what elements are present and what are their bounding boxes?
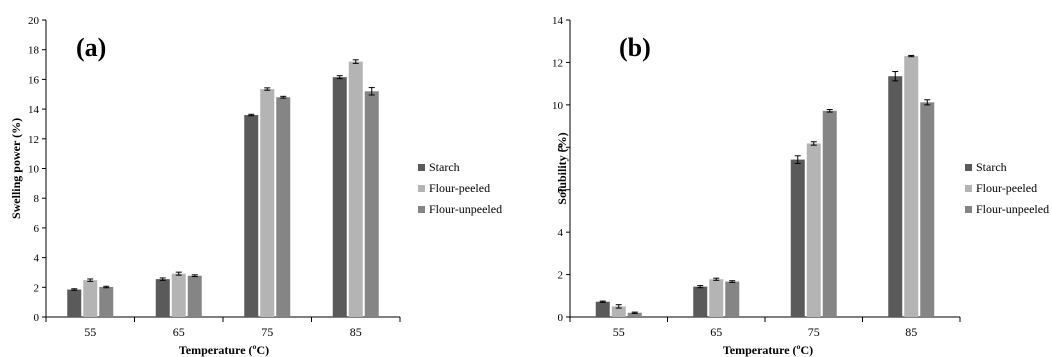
- legend-swatch: [965, 185, 972, 192]
- bar-flour-unpeeled: [627, 312, 642, 317]
- y-tick-label: 6: [558, 185, 564, 197]
- bar-flour-unpeeled: [99, 287, 114, 317]
- legend-label: Flour-unpeeled: [976, 202, 1049, 216]
- bar-flour-unpeeled: [187, 275, 202, 317]
- bar-flour-unpeeled: [920, 102, 935, 317]
- y-axis-title: Solubility (%): [555, 132, 569, 204]
- x-tick-label: 75: [261, 325, 273, 339]
- y-tick-label: 0: [558, 312, 564, 324]
- legend-label: Flour-peeled: [429, 181, 490, 195]
- bar-flour-peeled: [83, 280, 98, 317]
- legend-label: Flour-unpeeled: [429, 202, 502, 216]
- bar-starch: [332, 77, 347, 317]
- bar-starch: [155, 279, 170, 317]
- x-tick-label: 55: [84, 325, 96, 339]
- y-axis-title: Swelling power (%): [9, 118, 23, 219]
- y-tick-label: 14: [28, 104, 40, 116]
- legend-swatch: [418, 164, 425, 171]
- x-axis-title: Temperature (ºC): [723, 343, 813, 357]
- bar-flour-peeled: [709, 279, 724, 317]
- x-axis-title: Temperature (ºC): [179, 343, 269, 357]
- y-tick-label: 2: [558, 270, 564, 282]
- y-tick-label: 2: [34, 282, 40, 294]
- y-tick-label: 4: [558, 227, 564, 239]
- bar-flour-unpeeled: [822, 110, 837, 317]
- bar-flour-peeled: [348, 61, 363, 317]
- y-tick-label: 16: [28, 74, 40, 86]
- y-tick-label: 0: [34, 312, 40, 324]
- y-tick-label: 18: [28, 45, 40, 57]
- bar-flour-peeled: [904, 56, 919, 318]
- bar-starch: [67, 289, 82, 317]
- legend-swatch: [965, 164, 972, 171]
- chart-panel-2: 0 2 4 6 8 10 12 14 55 65 75 85 (b) Solubility (%) Temp…: [552, 15, 1049, 357]
- bar-flour-unpeeled: [364, 91, 379, 317]
- bar-starch: [888, 76, 903, 317]
- bar-flour-unpeeled: [276, 97, 291, 317]
- y-tick-label: 4: [34, 253, 40, 265]
- y-tick-label: 12: [28, 134, 39, 146]
- bar-flour-peeled: [260, 89, 275, 318]
- legend-swatch: [418, 185, 425, 192]
- x-tick-label: 65: [173, 325, 185, 339]
- panel-label: (a): [76, 33, 106, 62]
- bar-flour-peeled: [806, 143, 821, 317]
- bar-starch: [244, 115, 259, 317]
- x-tick-label: 65: [710, 325, 722, 339]
- y-tick-label: 10: [28, 164, 40, 176]
- bar-flour-unpeeled: [725, 281, 740, 317]
- bar-starch: [595, 301, 610, 317]
- y-tick-label: 8: [34, 193, 40, 205]
- x-tick-label: 55: [613, 325, 625, 339]
- x-tick-label: 85: [350, 325, 362, 339]
- panel-label: (b): [619, 33, 651, 62]
- bar-starch: [790, 159, 805, 317]
- y-tick-label: 10: [552, 100, 564, 112]
- chart-panel-1: 0 2 4 6 8 10 12 14 16 18 20 55 65 75 85 (a) Swelling pow…: [9, 15, 502, 357]
- x-tick-label: 85: [905, 325, 917, 339]
- bar-flour-peeled: [611, 306, 626, 317]
- y-tick-label: 6: [34, 223, 40, 235]
- y-tick-label: 14: [552, 15, 564, 27]
- bar-flour-peeled: [171, 273, 186, 317]
- y-tick-label: 12: [552, 57, 563, 69]
- y-tick-label: 20: [28, 15, 40, 27]
- legend-swatch: [418, 206, 425, 213]
- legend-swatch: [965, 206, 972, 213]
- x-tick-label: 75: [808, 325, 820, 339]
- legend-label: Starch: [429, 160, 460, 174]
- legend-label: Flour-peeled: [976, 181, 1037, 195]
- bar-starch: [693, 286, 708, 317]
- y-tick-label: 8: [558, 142, 564, 154]
- legend-label: Starch: [976, 160, 1007, 174]
